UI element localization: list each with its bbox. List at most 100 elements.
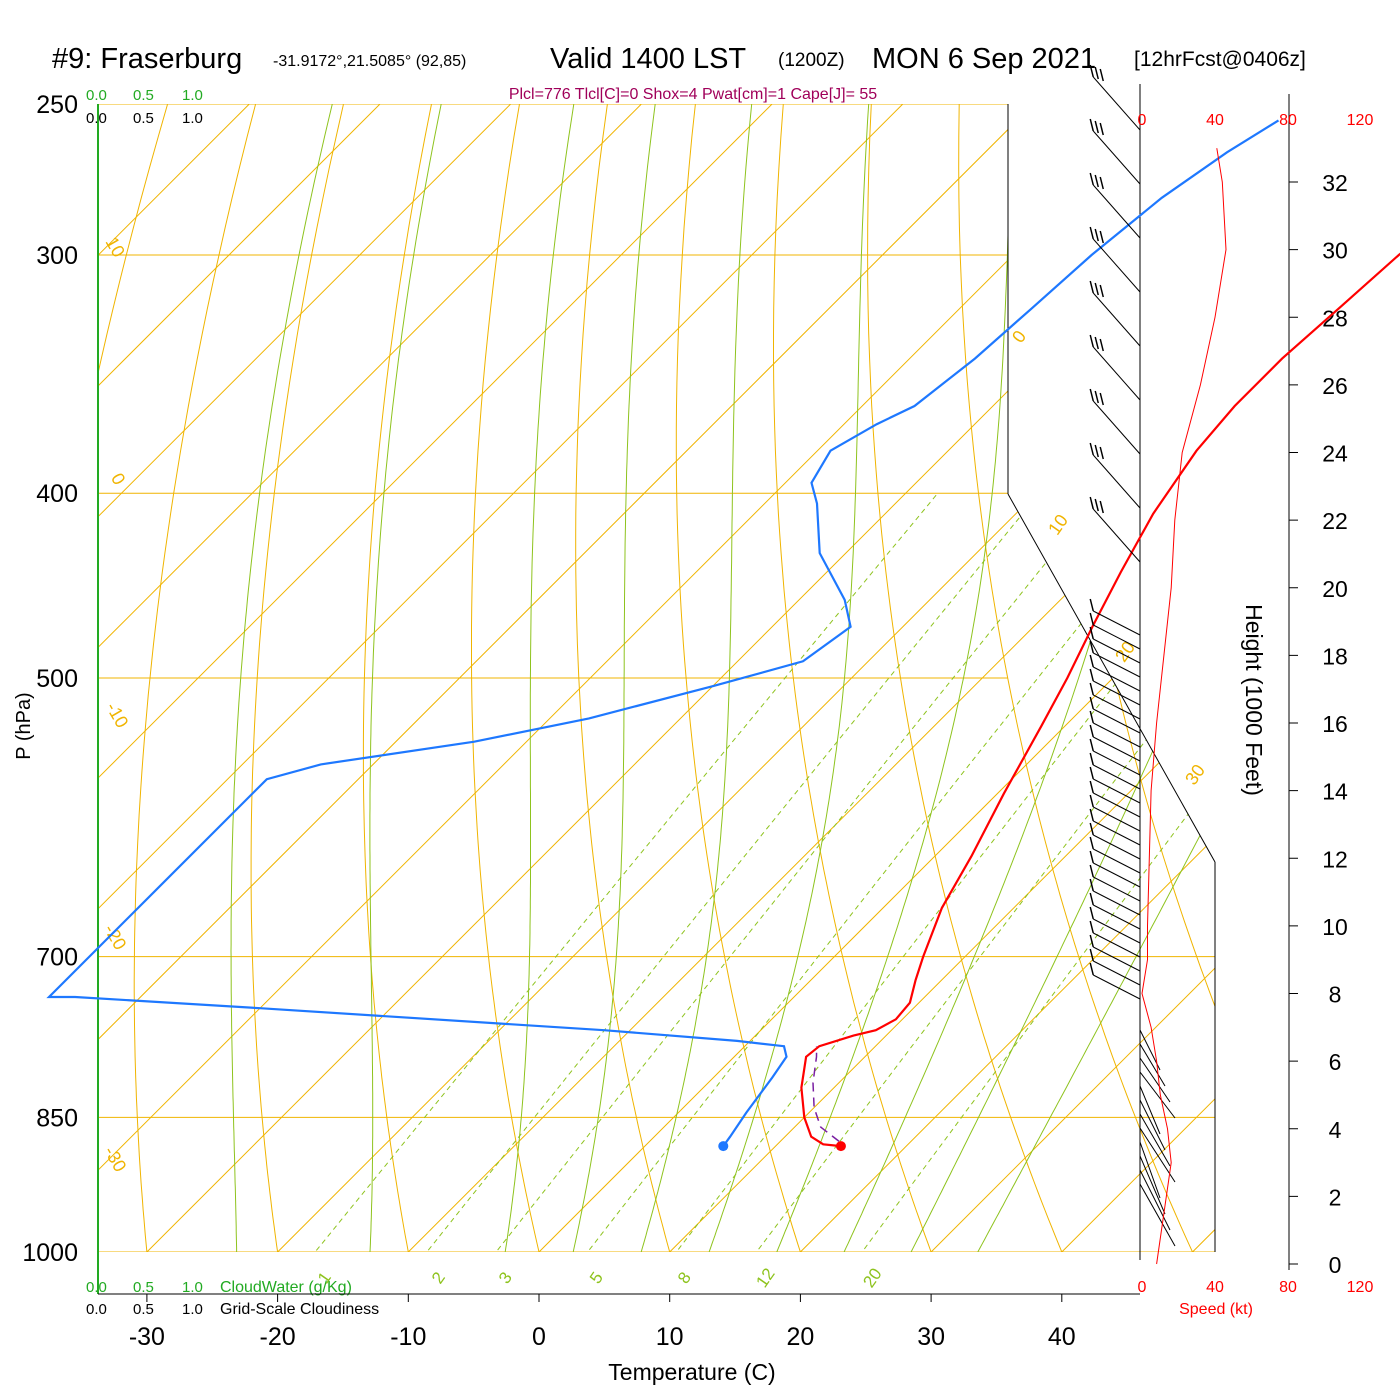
surface-temperature-dot — [835, 1141, 846, 1152]
dry-adiabat — [471, 104, 550, 1252]
wind-barb-low — [1139, 1071, 1176, 1119]
moist-adiabat — [694, 104, 870, 1252]
wind-barb-flag — [1089, 752, 1094, 766]
cloudwater-label: CloudWater (g/Kg) — [220, 1279, 352, 1296]
height-tick-label: 24 — [1322, 441, 1348, 467]
height-tick-label: 6 — [1329, 1049, 1342, 1075]
wind-barb — [1093, 946, 1141, 972]
dry-adiabat-label: 30 — [1181, 761, 1209, 789]
bottom-cloud-scale: 0.0 0.5 1.0 CloudWater (g/Kg) 0.0 0.5 1.… — [86, 1279, 379, 1318]
dewpoint-line — [46, 119, 1280, 1147]
top-black-2: 1.0 — [182, 110, 203, 127]
wind-barb — [1093, 652, 1141, 678]
wind-barb-flag — [1094, 282, 1099, 296]
dry-adiabat-label: 10 — [1044, 511, 1072, 539]
wind-speed-panel — [1141, 148, 1227, 1265]
speed-tick-top: 40 — [1206, 112, 1224, 129]
wind-barb-low — [1139, 1155, 1166, 1215]
height-tick-label: 30 — [1322, 238, 1348, 264]
top-cloud-scale: 0.0 0.5 1.0 0.0 0.5 1.0 — [86, 87, 203, 127]
height-tick-label: 8 — [1329, 982, 1342, 1008]
isotherm-line — [1192, 104, 1215, 1252]
isotherm-line — [98, 104, 773, 1252]
height-tick-label: 10 — [1322, 914, 1348, 940]
wind-barb — [1093, 764, 1141, 790]
wind-barb — [1092, 346, 1141, 401]
chart-frame — [97, 84, 1290, 1295]
moist-adiabat — [824, 104, 1187, 1252]
wind-barb-flag — [1089, 962, 1094, 976]
valid-time: Valid 1400 LST — [550, 43, 746, 75]
pressure-tick-label: 1000 — [22, 1239, 78, 1267]
wind-barb-low — [1139, 1057, 1171, 1103]
wind-barb-flag — [1089, 892, 1094, 906]
speed-tick-top: 120 — [1347, 112, 1374, 129]
wind-barb-flag — [1094, 174, 1099, 188]
sounding-profiles — [46, 119, 1400, 1152]
temperature-tick-label: 20 — [786, 1323, 814, 1351]
wind-barb-flag — [1089, 442, 1094, 456]
wind-barb-flag — [1089, 640, 1094, 654]
wind-barb — [1093, 624, 1141, 650]
wind-barb — [1093, 666, 1141, 692]
wind-barb-flag — [1089, 64, 1094, 78]
speed-tick-bottom: 0 — [1138, 1279, 1147, 1296]
wind-barb — [1093, 848, 1141, 874]
wind-barb — [1093, 862, 1141, 888]
wind-barb-flag — [1094, 498, 1099, 512]
wind-barb — [1093, 792, 1141, 818]
wind-barb-flag — [1089, 836, 1094, 850]
temperature-tick-label: 30 — [917, 1323, 945, 1351]
wind-barb — [1093, 610, 1141, 636]
isotherm-line — [98, 104, 512, 1252]
temperature-tick-label: -10 — [390, 1323, 426, 1351]
mixing-ratio-line — [281, 492, 939, 1252]
forecast-date: MON 6 Sep 2021 — [872, 43, 1096, 75]
wind-barb-flag — [1089, 118, 1094, 132]
wind-barb — [1093, 806, 1141, 832]
wind-barb-flag — [1094, 120, 1099, 134]
dry-adiabat — [675, 104, 815, 1252]
wind-barb — [1093, 694, 1141, 720]
wind-barb-flag — [1089, 780, 1094, 794]
dry-adiabat-label: 0 — [107, 470, 129, 489]
mixing-ratio-label: 8 — [674, 1269, 695, 1288]
wind-barb — [1093, 736, 1141, 762]
wind-barb-low — [1139, 1099, 1166, 1151]
height-tick-label: 4 — [1329, 1117, 1342, 1143]
temperature-tick-label: -20 — [260, 1323, 296, 1351]
wind-barb — [1093, 820, 1141, 846]
wind-barb-flag — [1089, 598, 1094, 612]
wind-barb-flag — [1099, 338, 1104, 352]
wind-barb-flag — [1089, 172, 1094, 186]
speed-tick-top: 80 — [1279, 112, 1297, 129]
wind-barb-flag — [1089, 934, 1094, 948]
skewt-grid — [98, 104, 1215, 1252]
utc-time: (1200Z) — [778, 50, 845, 71]
isotherm-line — [98, 104, 904, 1252]
dry-adiabat — [362, 104, 439, 1252]
moist-adiabat — [498, 104, 575, 1252]
top-black-1: 0.5 — [133, 110, 154, 127]
wind-barb-flag — [1089, 682, 1094, 696]
x-axis-label: Temperature (C) — [608, 1359, 775, 1385]
wind-barb — [1093, 638, 1141, 664]
bottom-black-2: 1.0 — [182, 1301, 203, 1318]
wind-barb-low — [1139, 1085, 1161, 1135]
wind-barb-low — [1139, 1141, 1161, 1199]
mixing-ratio-line — [394, 492, 1040, 1252]
wind-barb — [1092, 238, 1141, 293]
wind-barb — [1093, 890, 1141, 916]
wind-barb-flag — [1094, 228, 1099, 242]
dry-adiabat-label: 10 — [102, 233, 129, 260]
wind-barb — [1093, 778, 1141, 804]
height-tick-label: 16 — [1322, 711, 1348, 737]
isotherm-line — [98, 104, 642, 1252]
bottom-green-0: 0.0 — [86, 1279, 107, 1296]
height-tick-label: 20 — [1322, 576, 1348, 602]
wind-barb-flag — [1099, 176, 1104, 190]
moist-adiabat — [759, 104, 1013, 1252]
wind-barb-flag — [1089, 794, 1094, 808]
speed-axis-label: Speed (kt) — [1179, 1301, 1253, 1318]
